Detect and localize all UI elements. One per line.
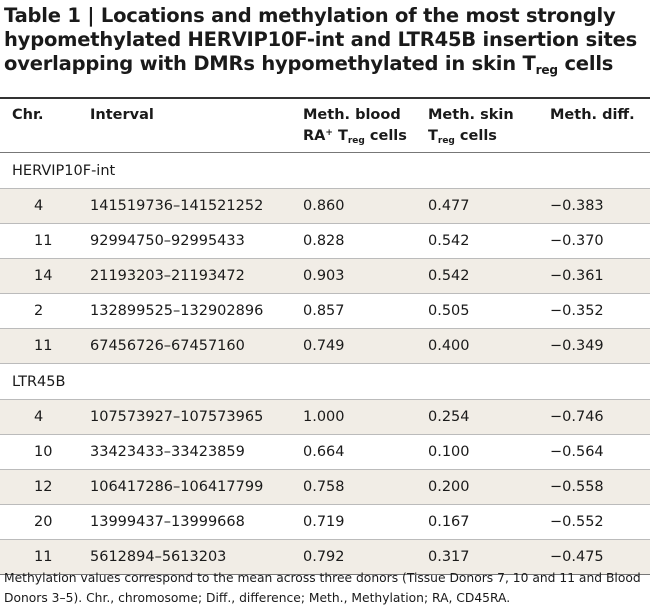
header-sub: reg (347, 136, 365, 147)
table-cell: 14 (0, 258, 90, 294)
footnote: Methylation values correspond to the mea… (4, 571, 641, 605)
table-cell: 13999437–13999668 (90, 504, 303, 540)
header-text: Meth. diff. (550, 107, 635, 123)
title-tail: cells (557, 52, 614, 75)
data-table: Chr. Interval Meth. blood RA+ Treg cells … (0, 97, 650, 575)
table-cell: 67456726–67457160 (90, 328, 303, 364)
table-row: 11 67456726–67457160 0.749 0.400 −0.349 (0, 328, 650, 364)
table-cell: 2 (0, 293, 90, 329)
table-row: 2 132899525–132902896 0.857 0.505 −0.352 (0, 293, 650, 329)
header-text: Meth. blood (303, 107, 401, 123)
table-cell: 10 (0, 434, 90, 470)
table-cell: 5612894–5613203 (90, 539, 303, 575)
table-cell: 106417286–106417799 (90, 469, 303, 505)
table-cell: 0.903 (303, 258, 428, 294)
table-cell: 11 (0, 223, 90, 259)
header-sub: reg (437, 136, 455, 147)
table-title: Table 1 | Locations and methylation of t… (4, 4, 644, 76)
table-cell: 0.167 (428, 504, 550, 540)
header-text: cells (454, 128, 497, 144)
table-cell: 0.857 (303, 293, 428, 329)
table-row: 20 13999437–13999668 0.719 0.167 −0.552 (0, 504, 650, 540)
table-cell: −0.746 (550, 399, 650, 435)
header-cell: Meth. diff. (550, 97, 650, 153)
table-cell: 141519736–141521252 (90, 188, 303, 224)
table-cell: −0.370 (550, 223, 650, 259)
table-cell: 4 (0, 399, 90, 435)
header-cell: Meth. blood RA+ Treg cells (303, 97, 428, 153)
table-cell: 0.749 (303, 328, 428, 364)
header-text: RA (303, 128, 326, 144)
table-cell: 107573927–107573965 (90, 399, 303, 435)
table-cell: −0.349 (550, 328, 650, 364)
table-cell: 0.317 (428, 539, 550, 575)
table-row: 14 21193203–21193472 0.903 0.542 −0.361 (0, 258, 650, 294)
title-text: Table 1 | Locations and methylation of t… (4, 4, 638, 75)
table-cell: 0.505 (428, 293, 550, 329)
header-cell: Chr. (0, 97, 90, 153)
table-cell: 1.000 (303, 399, 428, 435)
table-row: 4 141519736–141521252 0.860 0.477 −0.383 (0, 188, 650, 224)
header-text: Interval (90, 107, 154, 123)
group-label: HERVIP10F-int (0, 152, 650, 189)
table-cell: 33423433–33423859 (90, 434, 303, 470)
table-cell: 0.719 (303, 504, 428, 540)
table-cell: 0.100 (428, 434, 550, 470)
table-cell: 0.792 (303, 539, 428, 575)
table-cell: 0.758 (303, 469, 428, 505)
header-text: Meth. skin (428, 107, 514, 123)
table-cell: 20 (0, 504, 90, 540)
table-cell: 4 (0, 188, 90, 224)
header-text: Chr. (12, 107, 44, 123)
table-row: 12 106417286–106417799 0.758 0.200 −0.558 (0, 469, 650, 505)
table-row: 11 92994750–92995433 0.828 0.542 −0.370 (0, 223, 650, 259)
table-cell: −0.352 (550, 293, 650, 329)
header-text: T (428, 128, 438, 144)
table-row: 4 107573927–107573965 1.000 0.254 −0.746 (0, 399, 650, 435)
table-cell: 11 (0, 328, 90, 364)
table-cell: −0.564 (550, 434, 650, 470)
table-row: 11 5612894–5613203 0.792 0.317 −0.475 (0, 539, 650, 575)
table-cell: −0.552 (550, 504, 650, 540)
table-body: HERVIP10F-int 4 141519736–141521252 0.860 0.… (0, 152, 650, 575)
group-label: LTR45B (0, 363, 650, 400)
header-row: Chr. Interval Meth. blood RA+ Treg cells … (0, 97, 650, 153)
table-cell: 92994750–92995433 (90, 223, 303, 259)
table-cell: 0.860 (303, 188, 428, 224)
table-cell: 11 (0, 539, 90, 575)
group-row: LTR45B (0, 363, 650, 400)
table-cell: 0.254 (428, 399, 550, 435)
table-cell: −0.383 (550, 188, 650, 224)
table-cell: 21193203–21193472 (90, 258, 303, 294)
table-cell: −0.361 (550, 258, 650, 294)
table-cell: 0.664 (303, 434, 428, 470)
header-sup: + (325, 128, 333, 139)
table-cell: 0.828 (303, 223, 428, 259)
header-text: T (332, 128, 348, 144)
table-cell: −0.475 (550, 539, 650, 575)
table-cell: 0.400 (428, 328, 550, 364)
table-cell: 0.542 (428, 223, 550, 259)
header-cell: Meth. skin Treg cells (428, 97, 550, 153)
table-cell: 0.200 (428, 469, 550, 505)
table-cell: 132899525–132902896 (90, 293, 303, 329)
table-cell: 0.542 (428, 258, 550, 294)
group-row: HERVIP10F-int (0, 152, 650, 189)
table-row: 10 33423433–33423859 0.664 0.100 −0.564 (0, 434, 650, 470)
table-cell: −0.558 (550, 469, 650, 505)
title-sub: reg (535, 63, 558, 78)
table-cell: 12 (0, 469, 90, 505)
table-cell: 0.477 (428, 188, 550, 224)
header-cell: Interval (90, 97, 303, 153)
header-text: cells (364, 128, 407, 144)
